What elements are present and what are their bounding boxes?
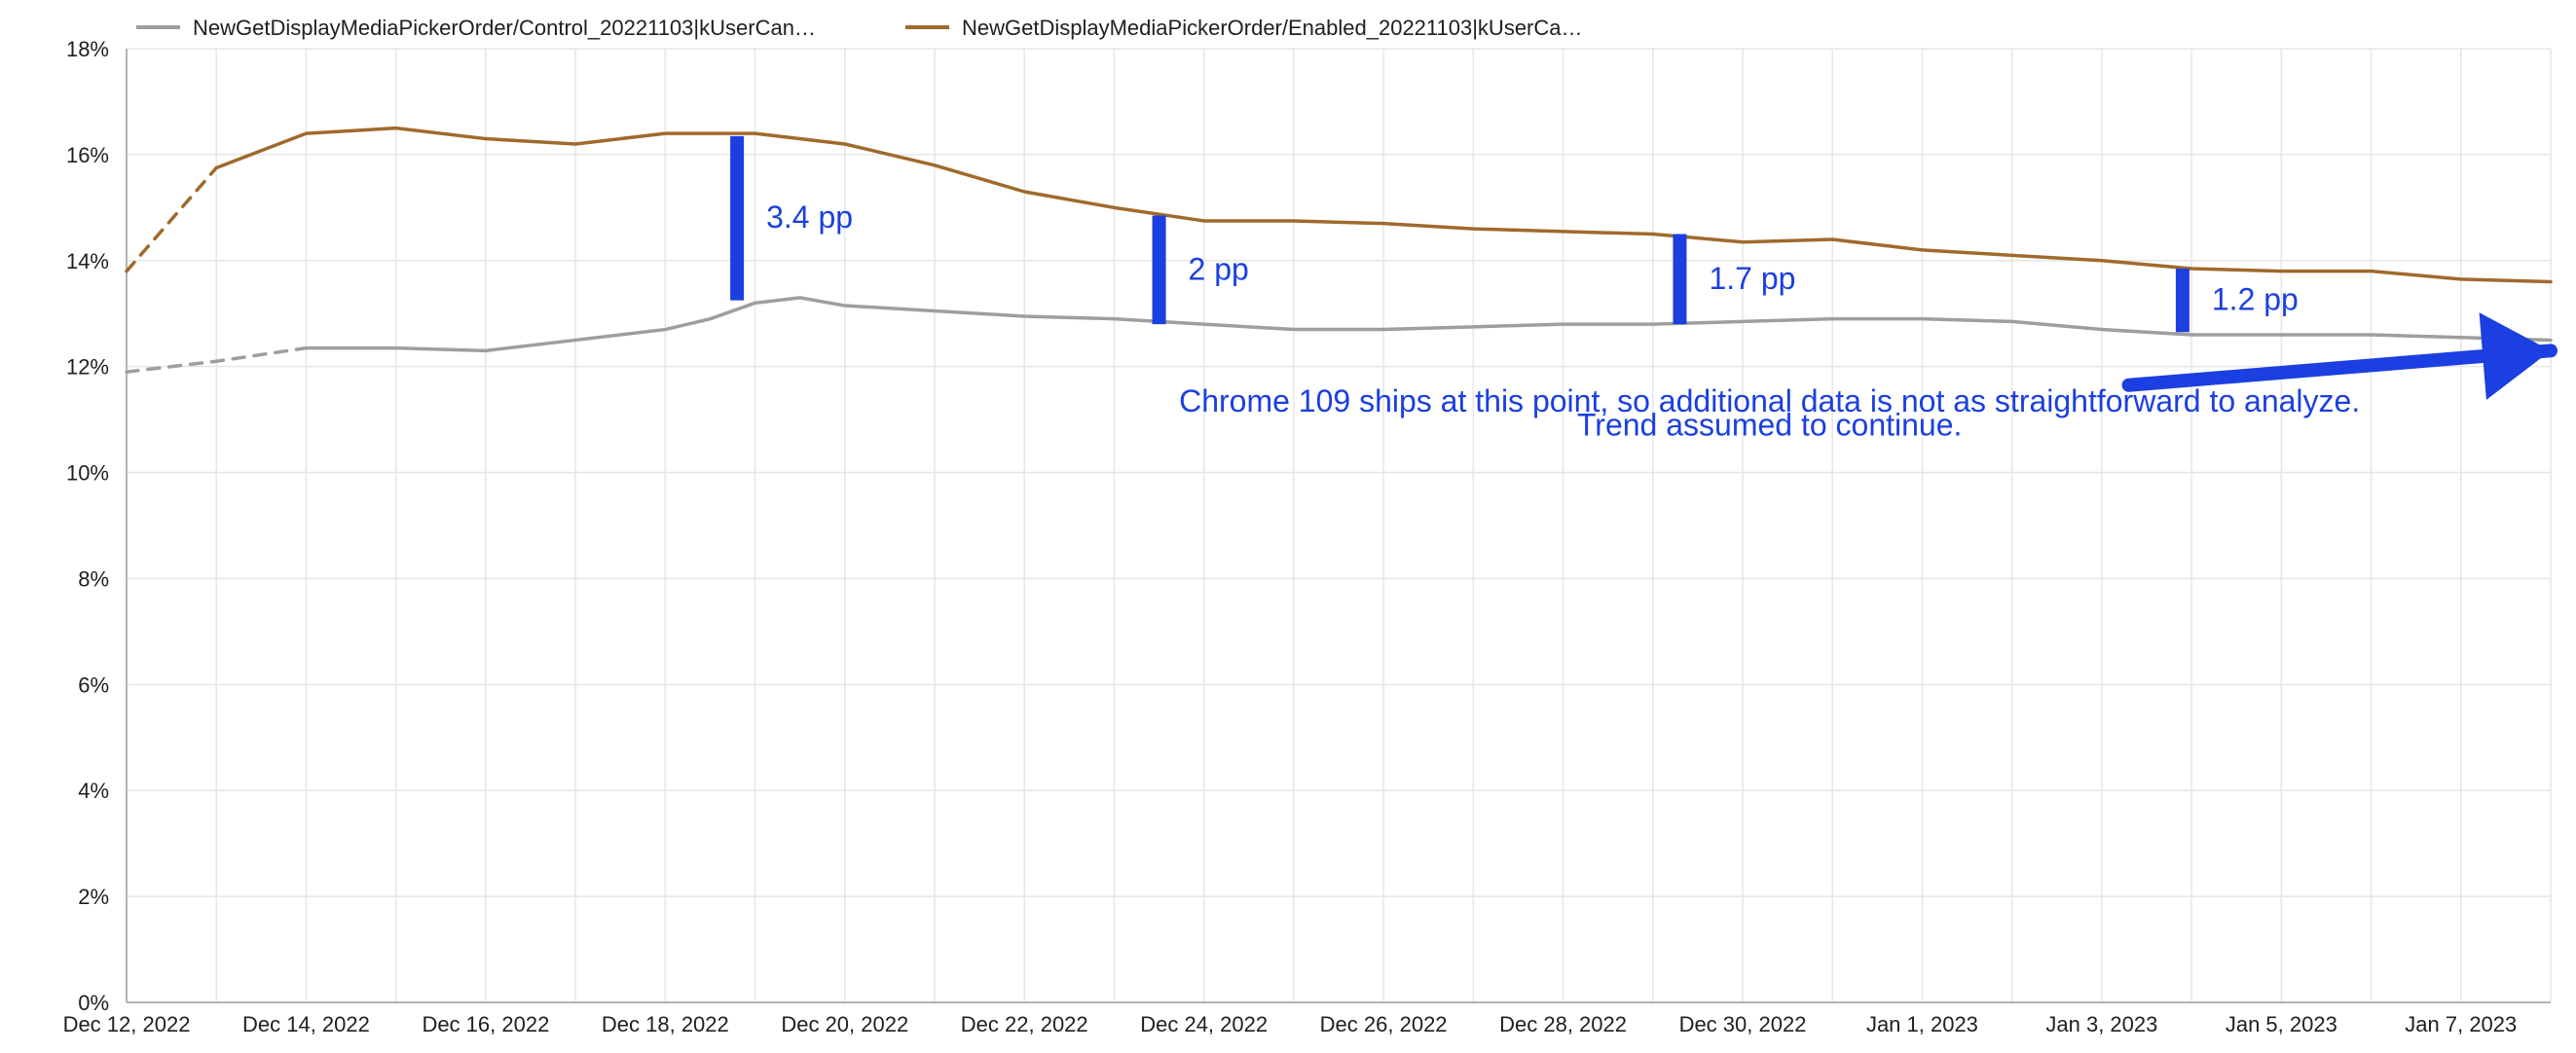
x-tick-label: Dec 16, 2022 [422, 1012, 549, 1036]
legend-label-1: NewGetDisplayMediaPickerOrder/Enabled_20… [962, 16, 1583, 40]
x-tick-label: Dec 24, 2022 [1140, 1012, 1268, 1036]
x-tick-label: Dec 20, 2022 [781, 1012, 908, 1036]
y-tick-label: 4% [78, 779, 109, 803]
chart-container: 0%2%4%6%8%10%12%14%16%18%Dec 12, 2022Dec… [0, 0, 2576, 1053]
x-tick-label: Dec 12, 2022 [63, 1012, 191, 1036]
x-tick-label: Dec 14, 2022 [242, 1012, 370, 1036]
x-tick-label: Dec 30, 2022 [1679, 1012, 1807, 1036]
y-tick-label: 2% [78, 885, 109, 909]
series-enabled-dashed [127, 168, 216, 272]
x-tick-label: Dec 18, 2022 [602, 1012, 729, 1036]
grid [127, 49, 2551, 1002]
y-tick-label: 14% [66, 249, 109, 273]
y-tick-label: 16% [66, 143, 109, 167]
x-tick-label: Dec 22, 2022 [961, 1012, 1088, 1036]
x-tick-label: Jan 7, 2023 [2405, 1012, 2517, 1036]
annotation-note-line2: Trend assumed to continue. [1577, 407, 1962, 442]
y-tick-label: 6% [78, 672, 109, 697]
gap-bar-label-3: 1.2 pp [2212, 282, 2299, 317]
x-tick-label: Jan 5, 2023 [2226, 1012, 2337, 1036]
y-tick-label: 8% [78, 566, 109, 591]
y-tick-label: 10% [66, 461, 109, 486]
gap-bar-label-2: 1.7 pp [1709, 261, 1795, 296]
gap-bar-label-1: 2 pp [1189, 251, 1249, 286]
x-tick-label: Dec 28, 2022 [1499, 1012, 1627, 1036]
x-tick-label: Jan 1, 2023 [1866, 1012, 1978, 1036]
x-tick-label: Dec 26, 2022 [1320, 1012, 1448, 1036]
y-tick-label: 12% [66, 355, 109, 380]
gap-bar-label-0: 3.4 pp [766, 200, 853, 235]
legend-label-0: NewGetDisplayMediaPickerOrder/Control_20… [193, 16, 816, 40]
annotation-arrow-head [2480, 312, 2551, 400]
line-chart: 0%2%4%6%8%10%12%14%16%18%Dec 12, 2022Dec… [0, 0, 2576, 1053]
x-tick-label: Jan 3, 2023 [2045, 1012, 2157, 1036]
y-tick-label: 18% [66, 37, 109, 61]
